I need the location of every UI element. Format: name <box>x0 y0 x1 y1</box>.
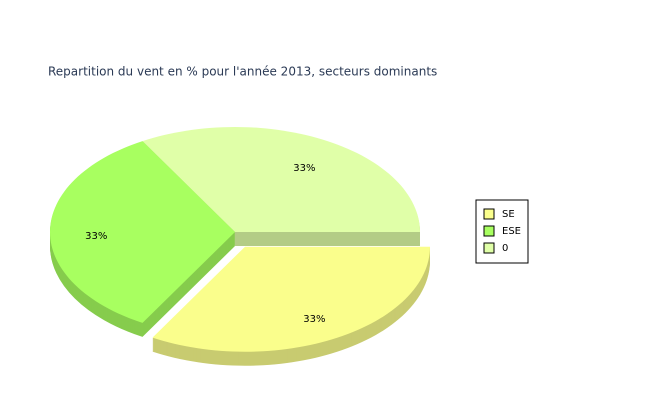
slice <box>152 246 430 352</box>
chart-title: Repartition du vent en % pour l'année 20… <box>48 65 437 79</box>
legend-label: ESE <box>502 226 521 237</box>
pie <box>49 127 430 366</box>
legend-label: SE <box>502 209 515 220</box>
legend-swatch <box>483 208 495 220</box>
value-label: 33% <box>303 314 325 325</box>
value-label: 33% <box>85 231 107 242</box>
slice <box>50 141 235 323</box>
legend-swatch <box>483 242 495 254</box>
legend-swatch <box>483 225 495 237</box>
slice <box>142 127 420 232</box>
legend-label: 0 <box>502 243 508 254</box>
value-label: 33% <box>293 163 315 174</box>
